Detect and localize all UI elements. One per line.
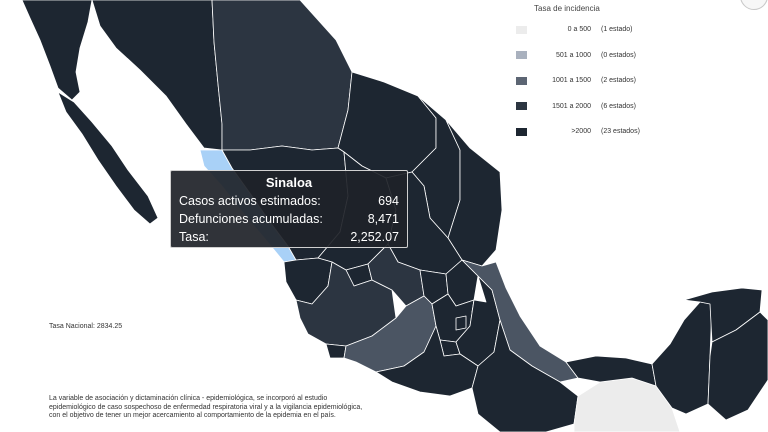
footnote: La variable de asociación y dictaminació… bbox=[49, 395, 469, 421]
legend-title: Tasa de incidencia bbox=[534, 4, 600, 13]
tooltip-value: 2,252.07 bbox=[350, 230, 399, 244]
state-tooltip: Sinaloa Casos activos estimados: 694 Def… bbox=[170, 170, 408, 248]
legend-count: (0 estados) bbox=[601, 51, 637, 59]
legend-count: (2 estados) bbox=[601, 77, 637, 85]
national-rate: Tasa Nacional: 2834.25 bbox=[49, 323, 123, 330]
tooltip-label: Tasa: bbox=[179, 230, 209, 244]
footnote-line: con el objetivo de tener un mejor acerca… bbox=[49, 412, 336, 419]
state-chihuahua[interactable] bbox=[211, 0, 353, 151]
tooltip-label: Defunciones acumuladas: bbox=[179, 212, 323, 226]
legend-swatch bbox=[516, 76, 527, 85]
state-baja-california-sur[interactable] bbox=[57, 91, 159, 225]
footnote-line: epidemiológico de caso sospechoso de enf… bbox=[49, 403, 363, 411]
tooltip-label: Casos activos estimados: bbox=[179, 194, 321, 208]
legend-count: (6 estados) bbox=[601, 102, 637, 110]
tooltip-row: Tasa: 2,252.07 bbox=[179, 228, 399, 246]
legend-swatch bbox=[516, 102, 527, 111]
legend-item[interactable]: 0 a 500 (1 estado) bbox=[516, 17, 766, 43]
state-ciudad-de-mexico[interactable] bbox=[455, 315, 467, 331]
legend-item[interactable]: 501 a 1000 (0 estados) bbox=[516, 43, 766, 69]
tooltip-title: Sinaloa bbox=[265, 175, 313, 190]
tooltip-row: Defunciones acumuladas: 8,471 bbox=[179, 210, 399, 228]
legend-count: (1 estado) bbox=[601, 26, 633, 34]
legend-range: >2000 bbox=[571, 128, 591, 136]
state-quintana-roo[interactable] bbox=[707, 311, 768, 421]
legend-item[interactable]: >2000 (23 estados) bbox=[516, 119, 766, 145]
tooltip-value: 694 bbox=[378, 194, 399, 208]
legend: Tasa de incidencia 0 a 500 (1 estado) 50… bbox=[516, 4, 766, 145]
legend-range: 1501 a 2000 bbox=[552, 102, 591, 110]
legend-swatch bbox=[516, 127, 527, 136]
legend-range: 1001 a 1500 bbox=[552, 77, 591, 85]
legend-swatch bbox=[516, 25, 527, 34]
state-guerrero[interactable] bbox=[375, 325, 479, 397]
tooltip-row: Casos activos estimados: 694 bbox=[179, 192, 399, 210]
legend-count: (23 estados) bbox=[601, 128, 640, 136]
legend-item[interactable]: 1501 a 2000 (6 estados) bbox=[516, 94, 766, 120]
legend-range: 0 a 500 bbox=[567, 26, 591, 34]
state-colima[interactable] bbox=[325, 343, 347, 359]
footnote-line: La variable de asociación y dictaminació… bbox=[49, 395, 328, 402]
legend-range: 501 a 1000 bbox=[555, 51, 591, 59]
legend-item[interactable]: 1001 a 1500 (2 estados) bbox=[516, 68, 766, 94]
tooltip-value: 8,471 bbox=[367, 212, 399, 226]
state-sonora[interactable] bbox=[91, 0, 223, 151]
legend-swatch bbox=[516, 51, 527, 60]
state-baja-california[interactable] bbox=[21, 0, 93, 101]
